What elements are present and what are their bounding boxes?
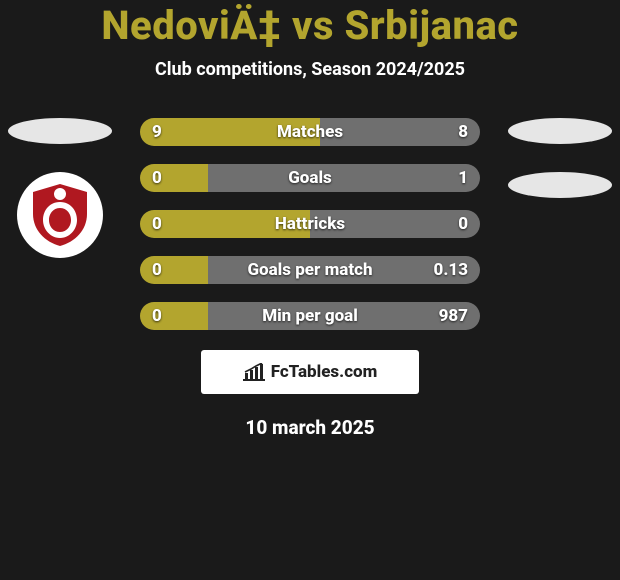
page-title: NedoviÄ‡ vs Srbijanac	[0, 0, 620, 49]
stat-row: 9Matches8	[140, 118, 480, 146]
left-badge-column	[0, 118, 120, 258]
bar-label: Goals	[195, 168, 425, 188]
stat-row: 0Goals1	[140, 164, 480, 192]
bar-value-left: 0	[140, 260, 195, 280]
subtitle: Club competitions, Season 2024/2025	[0, 59, 620, 80]
attribution-badge[interactable]: FcTables.com	[201, 350, 419, 394]
content: 9Matches80Goals10Hattricks00Goals per ma…	[0, 118, 620, 330]
footer-date: 10 march 2025	[0, 416, 620, 439]
bar-values: 0Min per goal987	[140, 302, 480, 330]
left-team-badge	[17, 172, 103, 258]
stat-bars: 9Matches80Goals10Hattricks00Goals per ma…	[140, 118, 480, 330]
bar-value-left: 0	[140, 306, 195, 326]
bar-values: 0Goals1	[140, 164, 480, 192]
attribution-text: FcTables.com	[271, 362, 378, 382]
right-player-ellipse	[508, 118, 612, 144]
bar-value-right: 1	[425, 168, 480, 188]
crest-icon	[25, 180, 95, 250]
comparison-widget: NedoviÄ‡ vs Srbijanac Club competitions,…	[0, 0, 620, 580]
stat-row: 0Min per goal987	[140, 302, 480, 330]
left-player-ellipse	[8, 118, 112, 144]
bar-values: 9Matches8	[140, 118, 480, 146]
bar-value-right: 987	[425, 306, 480, 326]
bar-values: 0Goals per match0.13	[140, 256, 480, 284]
bar-value-left: 9	[140, 122, 195, 142]
bar-label: Min per goal	[195, 306, 425, 326]
right-badge-column	[500, 118, 620, 198]
chart-icon	[243, 363, 265, 381]
stat-row: 0Goals per match0.13	[140, 256, 480, 284]
right-team-ellipse	[508, 172, 612, 198]
bar-values: 0Hattricks0	[140, 210, 480, 238]
bar-value-right: 0	[425, 214, 480, 234]
bar-label: Hattricks	[195, 214, 425, 234]
bar-value-right: 0.13	[425, 260, 480, 280]
bar-value-left: 0	[140, 168, 195, 188]
bar-label: Matches	[195, 122, 425, 142]
bar-value-left: 0	[140, 214, 195, 234]
bar-label: Goals per match	[195, 260, 425, 280]
stat-row: 0Hattricks0	[140, 210, 480, 238]
bar-value-right: 8	[425, 122, 480, 142]
